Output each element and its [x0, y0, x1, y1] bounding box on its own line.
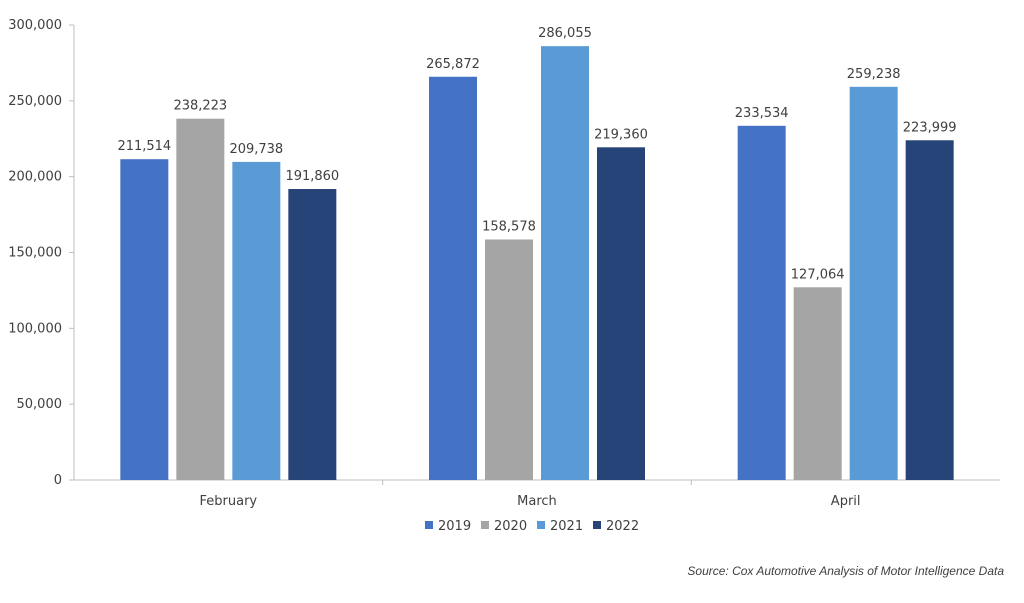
bar-2022-april — [905, 140, 954, 480]
bar-2021-february — [232, 161, 281, 480]
y-tick-label: 250,000 — [8, 94, 62, 109]
bar-2019-april — [737, 125, 786, 481]
y-tick-label: 100,000 — [8, 321, 62, 336]
legend-swatch-2021 — [537, 521, 545, 529]
data-label: 238,223 — [173, 99, 227, 114]
data-label: 223,999 — [903, 120, 957, 135]
x-category-label: March — [517, 494, 557, 509]
y-tick-label: 200,000 — [8, 170, 62, 185]
bar-2020-april — [793, 287, 842, 480]
bar-2022-february — [288, 189, 337, 480]
bar-2021-april — [849, 86, 898, 481]
data-label: 158,578 — [482, 219, 536, 234]
y-tick-label: 300,000 — [8, 18, 62, 33]
bar-2020-march — [485, 239, 533, 480]
x-category-label: April — [831, 494, 861, 509]
source-note: Source: Cox Automotive Analysis of Motor… — [687, 564, 1004, 578]
legend-label: 2019 — [438, 519, 471, 534]
data-label: 259,238 — [847, 67, 901, 82]
data-label: 191,860 — [285, 169, 339, 184]
bar-2019-february — [120, 159, 169, 480]
bars — [120, 46, 954, 481]
bar-2019-march — [429, 76, 477, 480]
legend-swatch-2020 — [481, 521, 489, 529]
data-label: 265,872 — [426, 57, 480, 72]
data-label: 127,064 — [791, 267, 845, 282]
data-label: 219,360 — [594, 127, 648, 142]
legend-label: 2020 — [494, 519, 527, 534]
bar-2021-march — [541, 46, 589, 481]
legend: 2019 2020 2021 2022 — [425, 519, 639, 534]
x-category-label: February — [200, 494, 258, 509]
data-label: 209,738 — [229, 142, 283, 157]
bar-2020-february — [176, 118, 225, 480]
data-label: 286,055 — [538, 26, 592, 41]
legend-swatch-2019 — [425, 521, 433, 529]
legend-label: 2021 — [550, 519, 583, 534]
legend-swatch-2022 — [593, 521, 601, 529]
y-tick-label: 150,000 — [8, 246, 62, 261]
data-label: 233,534 — [735, 106, 789, 121]
y-tick-label: 50,000 — [17, 397, 63, 412]
bar-2022-march — [597, 147, 645, 480]
y-tick-label: 0 — [54, 473, 62, 488]
axes: 0 50,000 100,000 150,000 200,000 250,000 300,0… — [8, 18, 1000, 509]
data-label: 211,514 — [117, 139, 171, 154]
legend-label: 2022 — [606, 519, 639, 534]
